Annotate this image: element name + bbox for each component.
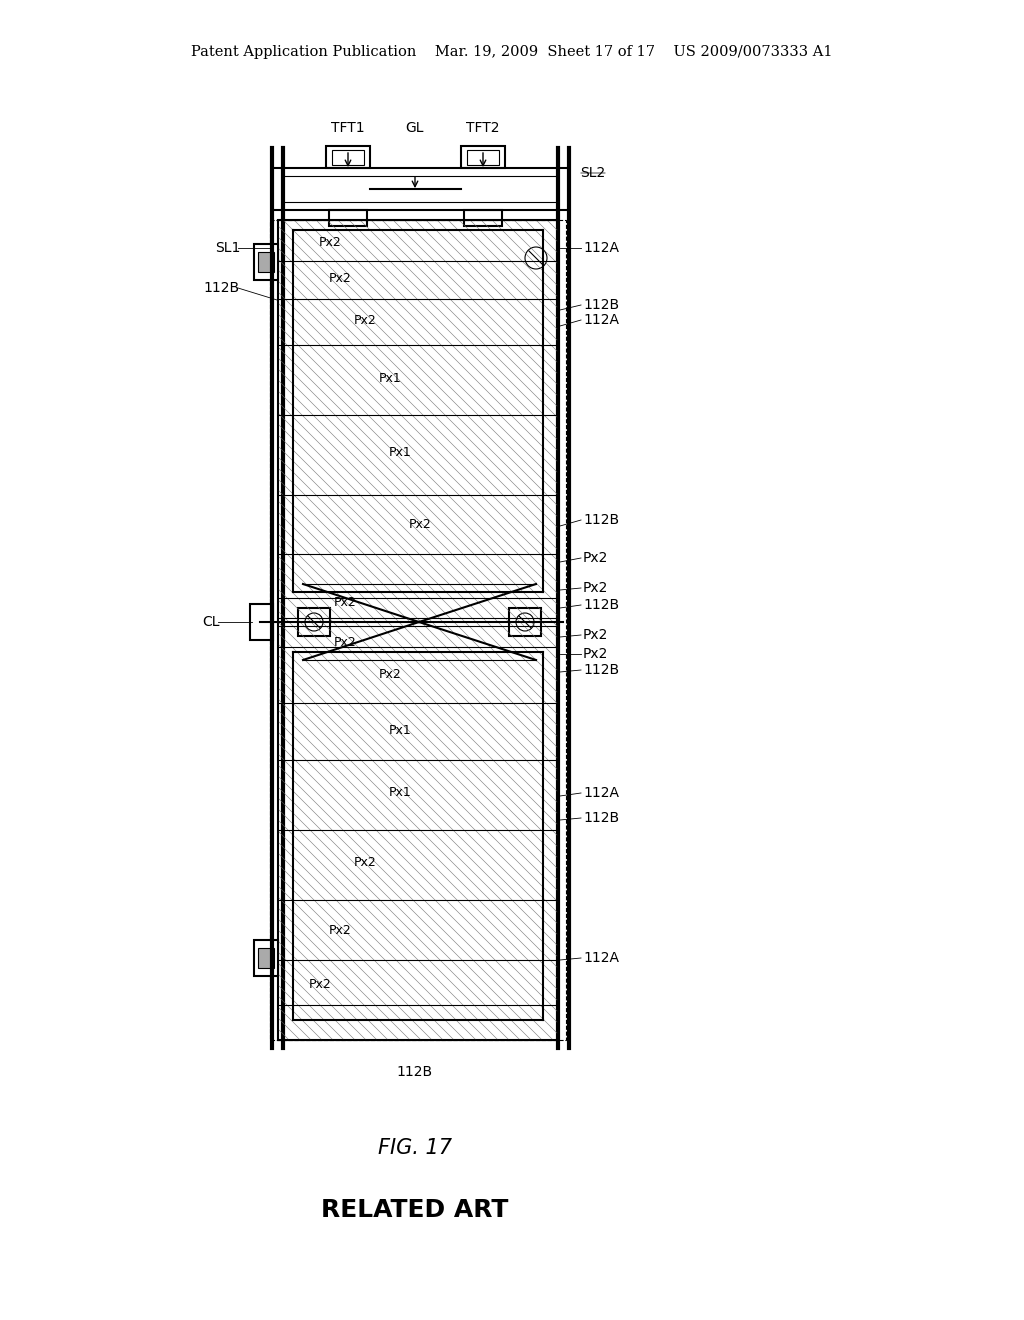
Text: TFT1: TFT1 bbox=[331, 121, 365, 135]
Text: Px1: Px1 bbox=[389, 446, 412, 459]
Text: SL2: SL2 bbox=[580, 166, 605, 180]
Text: Px2: Px2 bbox=[379, 668, 401, 681]
Polygon shape bbox=[254, 244, 278, 280]
Text: 112B: 112B bbox=[397, 1065, 433, 1078]
Text: 112A: 112A bbox=[583, 313, 618, 327]
Text: Px1: Px1 bbox=[389, 787, 412, 800]
Polygon shape bbox=[298, 609, 330, 636]
Text: Px1: Px1 bbox=[379, 371, 401, 384]
Circle shape bbox=[525, 247, 547, 269]
Text: 112B: 112B bbox=[583, 598, 620, 612]
Text: SL1: SL1 bbox=[215, 242, 240, 255]
Polygon shape bbox=[464, 210, 502, 226]
Text: Px2: Px2 bbox=[409, 517, 431, 531]
Polygon shape bbox=[250, 605, 273, 640]
Text: Px2: Px2 bbox=[583, 581, 608, 595]
Text: 112B: 112B bbox=[583, 513, 620, 527]
Text: GL: GL bbox=[406, 121, 424, 135]
Text: Px2: Px2 bbox=[318, 235, 341, 248]
Text: 112B: 112B bbox=[583, 298, 620, 312]
Text: Px2: Px2 bbox=[334, 635, 356, 648]
Text: Px2: Px2 bbox=[353, 857, 377, 870]
Text: FIG. 17: FIG. 17 bbox=[378, 1138, 452, 1158]
Text: Px2: Px2 bbox=[334, 595, 356, 609]
Polygon shape bbox=[258, 948, 274, 968]
Polygon shape bbox=[461, 147, 505, 168]
Text: RELATED ART: RELATED ART bbox=[322, 1199, 509, 1222]
Text: Px2: Px2 bbox=[308, 978, 332, 991]
Text: Patent Application Publication    Mar. 19, 2009  Sheet 17 of 17    US 2009/00733: Patent Application Publication Mar. 19, … bbox=[191, 45, 833, 59]
Polygon shape bbox=[509, 609, 541, 636]
Text: CL: CL bbox=[203, 615, 220, 630]
Text: Px2: Px2 bbox=[583, 647, 608, 661]
Text: 112B: 112B bbox=[204, 281, 240, 294]
Text: 112B: 112B bbox=[583, 663, 620, 677]
Text: TFT2: TFT2 bbox=[466, 121, 500, 135]
Text: Px2: Px2 bbox=[583, 550, 608, 565]
Text: Px1: Px1 bbox=[389, 723, 412, 737]
Text: 112A: 112A bbox=[583, 950, 618, 965]
Polygon shape bbox=[258, 252, 274, 272]
Polygon shape bbox=[329, 210, 367, 226]
Text: Px2: Px2 bbox=[583, 628, 608, 642]
Text: 112B: 112B bbox=[583, 810, 620, 825]
Polygon shape bbox=[254, 940, 278, 975]
Text: Px2: Px2 bbox=[353, 314, 377, 326]
Text: 112A: 112A bbox=[583, 785, 618, 800]
Text: Px2: Px2 bbox=[329, 924, 351, 936]
Text: 112A: 112A bbox=[583, 242, 618, 255]
Polygon shape bbox=[326, 147, 370, 168]
Text: Px2: Px2 bbox=[329, 272, 351, 285]
